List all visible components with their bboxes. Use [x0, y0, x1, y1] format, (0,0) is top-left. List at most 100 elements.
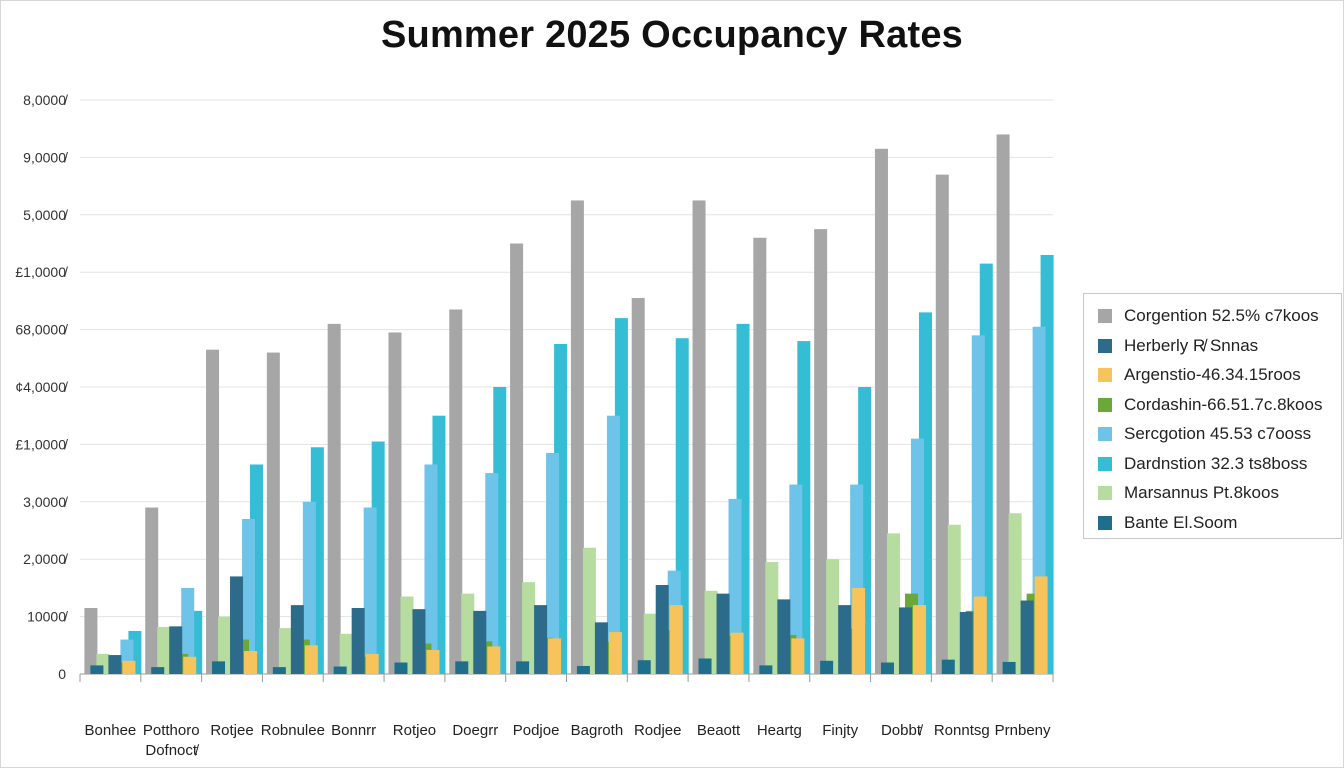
x-tick-label: Rotjee: [210, 722, 253, 739]
bar: [1020, 600, 1034, 674]
bar: [461, 593, 475, 674]
legend-swatch: [1098, 427, 1112, 441]
bar: [777, 599, 791, 674]
bar: [183, 656, 197, 674]
bar: [576, 665, 590, 674]
y-tick-label: 68,0000̸: [15, 322, 68, 338]
bar: [947, 524, 961, 674]
bar: [1002, 661, 1016, 674]
bar: [365, 653, 379, 674]
bar: [388, 332, 402, 674]
bar: [272, 667, 286, 674]
bar: [122, 660, 136, 674]
legend-item: Argenstio-46.34.15roos: [1098, 364, 1301, 386]
chart-title: Summer 2025 Occupancy Rates: [380, 14, 964, 56]
bar: [266, 352, 280, 674]
bar: [290, 605, 304, 674]
bar: [278, 628, 292, 674]
bar: [669, 605, 683, 674]
bar: [522, 582, 536, 674]
bar: [698, 658, 712, 674]
legend-swatch: [1098, 456, 1112, 471]
bar: [412, 609, 426, 674]
bar: [449, 309, 463, 674]
x-tick-label: Bonhee: [85, 722, 137, 739]
bar: [765, 562, 779, 674]
bar: [935, 174, 949, 674]
bar: [145, 507, 159, 674]
legend-label: Bante El.Soom: [1124, 512, 1238, 532]
bar: [351, 607, 365, 674]
y-tick-label: 10000̸: [27, 609, 68, 625]
bar: [151, 667, 165, 674]
x-tick-label: Rodjee: [634, 722, 682, 739]
bar: [516, 661, 530, 674]
legend-swatch: [1098, 309, 1112, 323]
y-tick-label: 2,0000̸: [23, 551, 68, 567]
legend-swatch: [1098, 515, 1112, 530]
bar: [971, 335, 985, 674]
x-tick-label: Ronntsg: [934, 722, 990, 739]
y-tick-label: 8,0000̸: [23, 92, 68, 108]
bar: [759, 665, 773, 674]
bar: [637, 660, 651, 674]
bar: [108, 655, 122, 674]
bar: [820, 660, 834, 674]
bar: [206, 349, 220, 674]
x-tick-label: Doegrr: [452, 722, 498, 739]
bar: [218, 616, 232, 674]
bar: [242, 519, 256, 674]
x-tick-label: Potthoro: [143, 722, 200, 739]
y-tick-label: 9,0000̸: [23, 149, 68, 165]
x-tick-label: Beaott: [697, 722, 741, 739]
y-tick-label: £1,0000̸: [15, 436, 68, 452]
bar: [874, 148, 888, 675]
legend-item: Cordashin-66.51.7c.8koos: [1098, 394, 1322, 416]
bar: [181, 587, 195, 674]
bar: [996, 134, 1010, 674]
bar: [84, 607, 98, 674]
legend-swatch: [1098, 338, 1112, 353]
bar: [455, 661, 469, 674]
legend-label: Corgention 52.5% c7koos: [1124, 306, 1319, 325]
bar: [826, 559, 840, 674]
bar: [582, 547, 596, 674]
bar: [244, 651, 258, 674]
bar: [570, 200, 584, 674]
bar: [692, 200, 706, 674]
bar: [424, 464, 438, 674]
bar: [548, 638, 562, 674]
bar: [730, 632, 744, 674]
legend-label: Dardnstion 32.3 ts8boss: [1124, 453, 1308, 473]
y-tick-label: ¢4,0000̸: [15, 379, 68, 395]
bar: [880, 662, 894, 674]
bar: [753, 237, 767, 674]
x-tick-label: Robnulee: [261, 722, 325, 739]
bar: [510, 243, 524, 674]
bar: [485, 473, 499, 674]
legend-item: Dardnstion 32.3 ts8boss: [1098, 453, 1307, 475]
chart-legend: Corgention 52.5% c7koos Herberly R̸ Snnas…: [1083, 293, 1342, 539]
legend-swatch: [1098, 486, 1112, 500]
bar: [1008, 513, 1022, 674]
legend-label: Marsannus Pt.8koos: [1124, 483, 1279, 502]
x-tick-label: Dobbt̸: [881, 722, 924, 739]
bar: [728, 498, 742, 674]
bar: [814, 229, 828, 674]
x-tick-label: Finjty: [822, 722, 858, 739]
bar: [704, 590, 718, 674]
bar: [534, 605, 548, 674]
x-tick-label: Podjoe: [513, 722, 560, 739]
bar: [1034, 576, 1048, 674]
bar: [912, 605, 926, 674]
y-tick-label: 0: [58, 666, 66, 682]
bar: [608, 632, 622, 674]
bar: [426, 649, 440, 674]
bar: [631, 298, 645, 674]
bar: [157, 626, 171, 674]
bar: [169, 626, 183, 674]
x-tick-label: Prnbeny: [995, 722, 1051, 739]
bar: [643, 613, 657, 674]
bar: [959, 612, 973, 674]
